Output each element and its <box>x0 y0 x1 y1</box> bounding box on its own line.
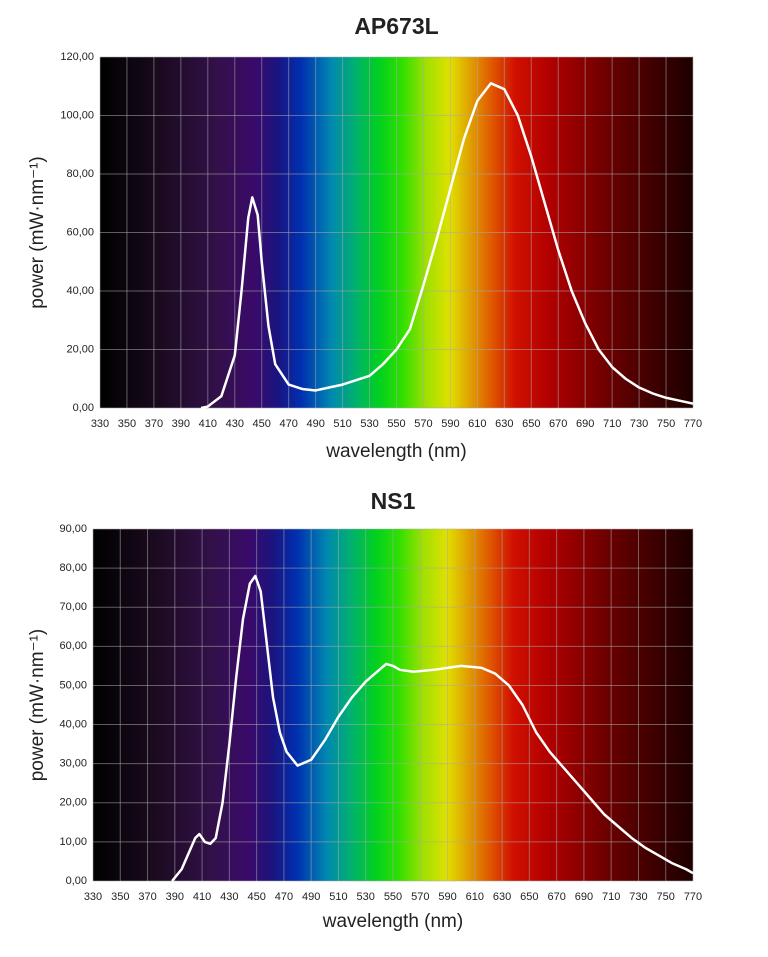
x-tick-label: 550 <box>387 418 405 430</box>
x-tick-label: 650 <box>522 418 540 430</box>
x-tick-label: 730 <box>629 891 647 903</box>
y-tick-label: 10,00 <box>59 836 87 848</box>
x-tick-label: 590 <box>441 418 459 430</box>
y-tick-label: 30,00 <box>59 758 87 770</box>
x-tick-label: 330 <box>84 891 102 903</box>
x-tick-label: 350 <box>118 418 136 430</box>
x-tick-label: 450 <box>247 891 265 903</box>
x-tick-label: 590 <box>438 891 456 903</box>
x-tick-label: 390 <box>172 418 190 430</box>
y-tick-label: 60,00 <box>59 640 87 652</box>
chart-title: NS1 <box>371 488 416 514</box>
x-tick-label: 450 <box>253 418 271 430</box>
x-tick-label: 470 <box>275 891 293 903</box>
x-tick-label: 410 <box>193 891 211 903</box>
y-tick-label: 20,00 <box>66 343 94 355</box>
x-tick-label: 530 <box>360 418 378 430</box>
x-axis-label: wavelength (nm) <box>325 441 466 462</box>
x-tick-label: 350 <box>111 891 129 903</box>
y-tick-label: 80,00 <box>66 168 94 180</box>
y-axis-label: power (mW·nm⁻¹) <box>27 629 48 782</box>
x-tick-label: 650 <box>520 891 538 903</box>
x-tick-label: 670 <box>549 418 567 430</box>
y-tick-label: 40,00 <box>66 285 94 297</box>
x-tick-label: 690 <box>575 891 593 903</box>
chart-title: AP673L <box>354 13 438 39</box>
y-tick-label: 50,00 <box>59 679 87 691</box>
y-axis-label: power (mW·nm⁻¹) <box>27 156 48 309</box>
x-tick-label: 470 <box>280 418 298 430</box>
x-tick-label: 410 <box>199 418 217 430</box>
x-tick-label: 690 <box>576 418 594 430</box>
x-tick-label: 710 <box>603 418 621 430</box>
y-tick-label: 20,00 <box>59 797 87 809</box>
x-tick-label: 770 <box>684 891 702 903</box>
x-tick-label: 610 <box>466 891 484 903</box>
x-tick-label: 490 <box>306 418 324 430</box>
x-tick-label: 710 <box>602 891 620 903</box>
x-tick-label: 750 <box>657 891 675 903</box>
y-tick-label: 70,00 <box>59 601 87 613</box>
x-tick-label: 630 <box>493 891 511 903</box>
y-tick-label: 40,00 <box>59 718 87 730</box>
x-tick-label: 730 <box>630 418 648 430</box>
y-tick-label: 100,00 <box>60 109 94 121</box>
x-tick-label: 370 <box>145 418 163 430</box>
x-tick-label: 610 <box>468 418 486 430</box>
x-tick-label: 330 <box>91 418 109 430</box>
spectrum-line <box>171 574 694 882</box>
x-tick-label: 530 <box>357 891 375 903</box>
y-tick-label: 90,00 <box>59 523 87 535</box>
y-tick-label: 0,00 <box>73 402 94 414</box>
x-tick-label: 570 <box>411 891 429 903</box>
x-tick-label: 390 <box>166 891 184 903</box>
spectrum-line <box>200 82 694 410</box>
x-axis-label: wavelength (nm) <box>322 911 463 932</box>
x-tick-label: 510 <box>333 418 351 430</box>
x-tick-label: 430 <box>226 418 244 430</box>
y-tick-label: 80,00 <box>59 562 87 574</box>
x-tick-label: 550 <box>384 891 402 903</box>
x-tick-label: 750 <box>657 418 675 430</box>
x-tick-label: 630 <box>495 418 513 430</box>
x-tick-label: 370 <box>138 891 156 903</box>
x-tick-label: 570 <box>414 418 432 430</box>
x-tick-label: 430 <box>220 891 238 903</box>
y-tick-label: 0,00 <box>66 875 87 887</box>
x-tick-label: 490 <box>302 891 320 903</box>
x-tick-label: 770 <box>684 418 702 430</box>
y-tick-label: 60,00 <box>66 226 94 238</box>
x-tick-label: 670 <box>547 891 565 903</box>
y-tick-label: 120,00 <box>60 51 94 63</box>
x-tick-label: 510 <box>329 891 347 903</box>
